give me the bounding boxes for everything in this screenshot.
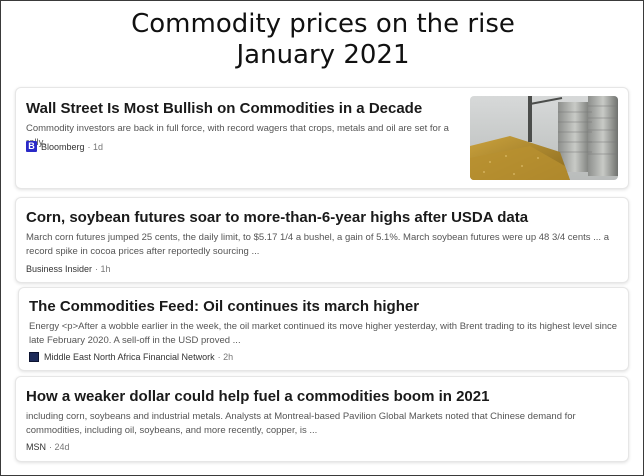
grain-silo-thumbnail-image[interactable] xyxy=(470,96,618,180)
news-snippet: March corn futures jumped 25 cents, the … xyxy=(26,232,609,257)
news-time: · 1h xyxy=(95,264,111,274)
news-card[interactable]: How a weaker dollar could help fuel a co… xyxy=(15,376,629,462)
news-snippet: including corn, soybeans and industrial … xyxy=(26,411,576,436)
news-title[interactable]: Wall Street Is Most Bullish on Commoditi… xyxy=(26,100,423,117)
news-card[interactable]: Corn, soybean futures soar to more-than-… xyxy=(15,197,629,283)
news-title[interactable]: How a weaker dollar could help fuel a co… xyxy=(26,388,490,405)
news-source[interactable]: Bloomberg xyxy=(41,141,85,152)
news-meta: Middle East North Africa Financial Netwo… xyxy=(29,352,233,362)
news-time: · 24d xyxy=(49,442,70,452)
headline-line-2: January 2021 xyxy=(236,40,410,70)
news-card[interactable]: The Commodities Feed: Oil continues its … xyxy=(18,287,629,371)
news-meta: Business Insider · 1h xyxy=(26,264,111,274)
news-meta: B Bloomberg · 1d xyxy=(26,141,103,152)
news-time: · 1d xyxy=(87,141,104,152)
grain-silo-image-icon xyxy=(470,96,618,180)
bloomberg-logo-icon: B xyxy=(26,141,37,152)
news-source[interactable]: Business Insider xyxy=(26,264,93,274)
news-card[interactable]: Wall Street Is Most Bullish on Commoditi… xyxy=(15,87,629,189)
news-snippet: Energy <p>After a wobble earlier in the … xyxy=(29,321,618,346)
news-source[interactable]: MSN xyxy=(26,442,46,452)
news-title[interactable]: Corn, soybean futures soar to more-than-… xyxy=(26,209,529,226)
news-source[interactable]: Middle East North Africa Financial Netwo… xyxy=(44,352,215,362)
news-title[interactable]: The Commodities Feed: Oil continues its … xyxy=(29,298,420,315)
slide-headline: Commodity prices on the rise January 202… xyxy=(1,9,644,71)
headline-line-1: Commodity prices on the rise xyxy=(131,9,515,39)
source-logo-icon xyxy=(29,352,39,362)
news-meta: MSN · 24d xyxy=(26,442,70,452)
news-time: · 2h xyxy=(217,352,234,362)
